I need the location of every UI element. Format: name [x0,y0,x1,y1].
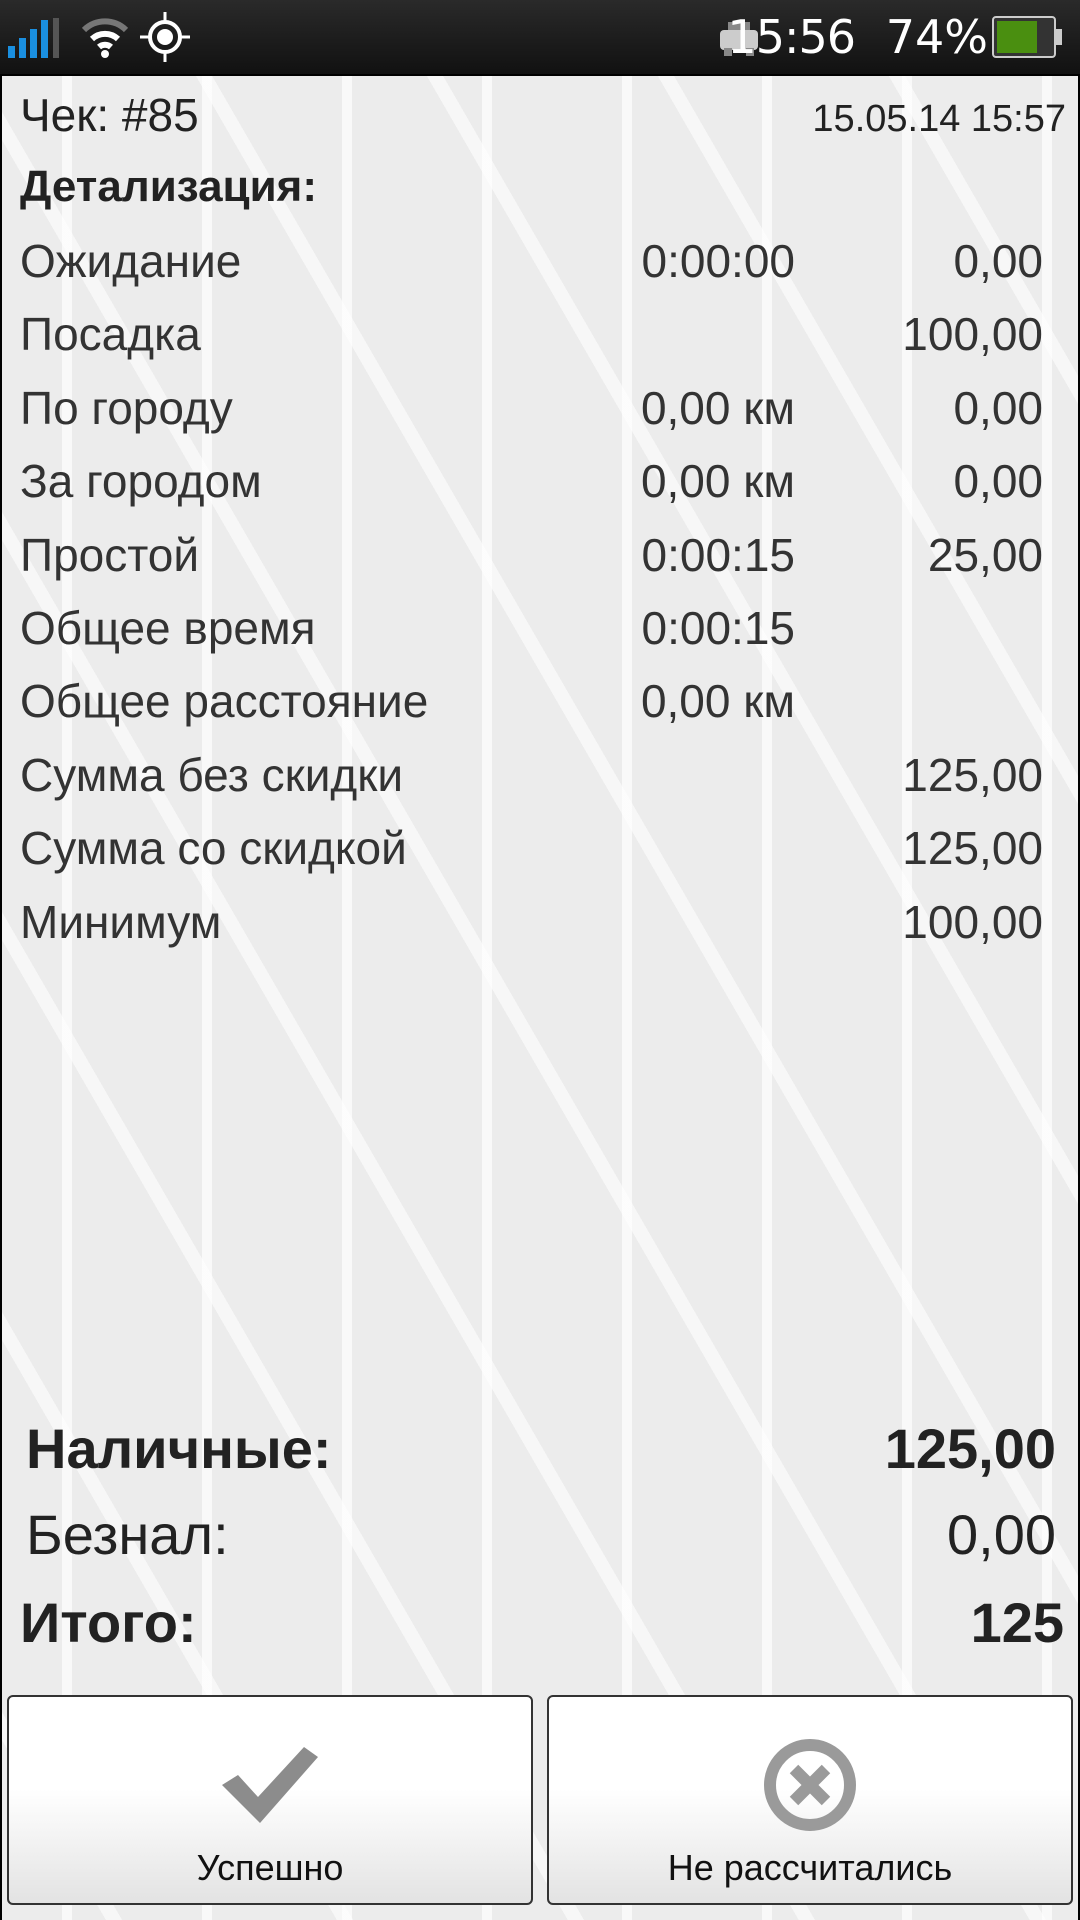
detail-amount: 0,00 [953,381,1043,434]
detail-label: Минимум [20,895,222,948]
detail-amount: 125,00 [902,822,1043,875]
detail-quantity: 0:00:00 [641,235,795,287]
detail-row: Ожидание 0:00:00 0,00 [2,226,1078,296]
detail-label: Простой [20,528,200,581]
taxi-icon [720,22,758,56]
detail-label: За городом [20,455,262,508]
detail-label: Общее время [20,602,316,654]
detail-row: Посадка 100,00 [2,299,1078,369]
status-bar: 15:56 74% [0,0,1080,74]
detail-quantity: 0,00 км [640,675,795,728]
cancel-circle-icon [764,1739,856,1831]
detail-label: Посадка [20,308,201,361]
signal-icon [8,18,59,58]
detail-quantity: 0:00:15 [641,528,795,581]
battery-percent: 74% [885,10,988,64]
checkmark-icon [222,1747,318,1823]
detail-amount: 125,00 [902,748,1043,801]
not-paid-label: Не рассчитались [667,1847,953,1888]
detail-quantity: 0,00 км [640,381,795,434]
detail-row: Минимум 100,00 [2,887,1078,957]
gps-icon [140,12,190,62]
total-value: 125 [970,1591,1064,1654]
detail-quantity: 0,00 км [640,455,795,508]
total-label: Итого: [20,1591,197,1654]
cash-label: Наличные: [26,1417,332,1480]
detail-row: Общее расстояние 0,00 км [2,666,1078,736]
section-title: Детализация: [20,162,317,211]
detail-row: Общее время 0:00:15 [2,593,1078,663]
detail-amount: 100,00 [902,895,1043,948]
success-label: Успешно [196,1847,344,1888]
detail-row: Простой 0:00:15 25,00 [2,520,1078,590]
success-button[interactable]: Успешно [7,1695,533,1905]
battery-icon [992,16,1062,58]
detail-label: Сумма без скидки [20,748,404,801]
detail-label: Сумма со скидкой [20,822,407,875]
receipt-datetime: 15.05.14 15:57 [812,98,1066,140]
detail-amount: 100,00 [902,308,1043,361]
detail-row: За городом 0,00 км 0,00 [2,446,1078,516]
detail-label: Ожидание [20,235,242,287]
receipt-screen: Чек: #85 15.05.14 15:57 Детализация: Ожи… [2,76,1078,1920]
detail-quantity: 0:00:15 [641,602,795,654]
card-value: 0,00 [947,1503,1056,1566]
not-paid-button[interactable]: Не рассчитались [547,1695,1073,1905]
detail-amount: 0,00 [953,235,1043,287]
clock: 15:56 [727,10,856,64]
detail-amount: 0,00 [953,455,1043,508]
detail-row: Сумма без скидки 125,00 [2,740,1078,810]
detail-row: По городу 0,00 км 0,00 [2,373,1078,443]
receipt-title: Чек: #85 [20,89,199,141]
detail-row: Сумма со скидкой 125,00 [2,813,1078,883]
detail-label: По городу [20,381,233,434]
cash-value: 125,00 [884,1417,1056,1480]
wifi-icon [81,18,129,58]
detail-amount: 25,00 [927,528,1043,581]
detail-label: Общее расстояние [20,675,429,728]
card-label: Безнал: [26,1503,229,1566]
